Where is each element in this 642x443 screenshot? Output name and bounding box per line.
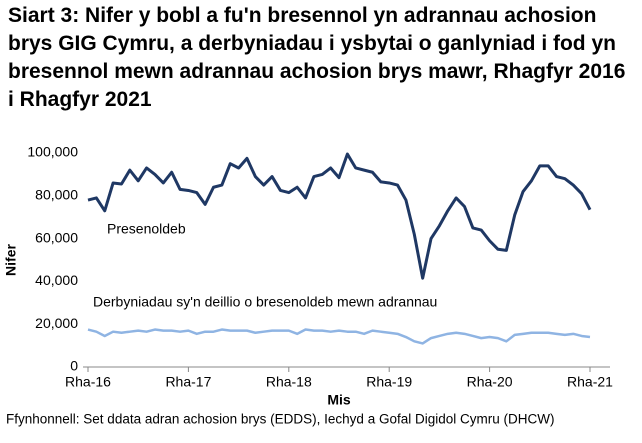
y-tick-label: 80,000	[35, 187, 78, 203]
y-tick-label: 100,000	[27, 144, 78, 160]
y-tick-label: 0	[70, 358, 78, 374]
series-line	[87, 328, 591, 345]
chart-title: Siart 3: Nifer y bobl a fu'n bresennol y…	[8, 4, 626, 111]
y-tick-label: 20,000	[35, 315, 78, 331]
x-axis-label: Mis	[327, 392, 351, 408]
series-label: Presenoldeb	[107, 221, 186, 237]
series-label: Derbyniadau sy'n deillio o bresenoldeb m…	[93, 294, 437, 310]
y-axis-label: Nifer	[3, 244, 19, 276]
x-tick-label: Rha-16	[65, 374, 111, 390]
x-tick-label: Rha-17	[165, 374, 211, 390]
y-tick-label: 60,000	[35, 229, 78, 245]
x-tick-label: Rha-20	[467, 374, 513, 390]
x-tick-label: Rha-21	[567, 374, 613, 390]
x-tick-label: Rha-18	[266, 374, 312, 390]
x-tick-label: Rha-19	[366, 374, 412, 390]
series-line	[87, 152, 592, 280]
source: Ffynhonnell: Set ddata adran achosion br…	[6, 412, 554, 427]
y-tick-label: 40,000	[35, 272, 78, 288]
